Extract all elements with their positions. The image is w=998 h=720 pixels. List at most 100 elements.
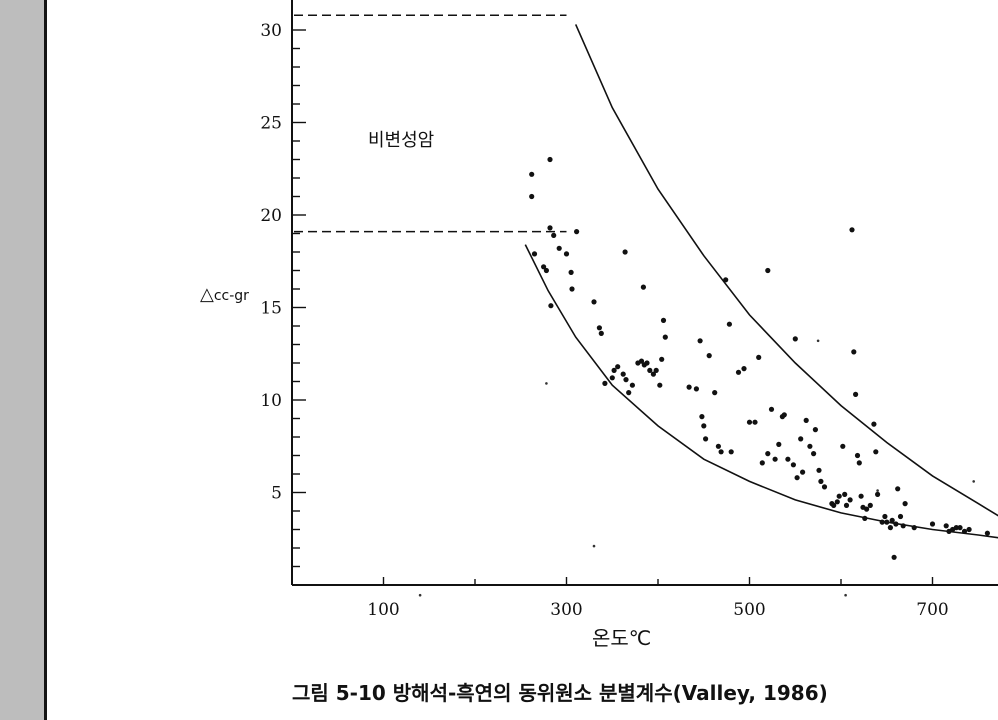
data-point: [842, 491, 848, 497]
data-point: [715, 443, 722, 449]
data-point: [640, 284, 647, 290]
data-point: [882, 513, 888, 520]
x-axis-label: 온도℃: [592, 626, 651, 650]
data-point: [650, 371, 657, 377]
data-point: [889, 517, 895, 523]
stray-mark: [816, 339, 820, 343]
data-point: [834, 499, 840, 505]
data-point: [891, 554, 897, 560]
data-point: [611, 367, 617, 373]
data-point: [781, 412, 787, 418]
data-point: [529, 171, 535, 177]
data-point: [792, 336, 798, 342]
data-point: [858, 493, 864, 499]
data-point: [873, 449, 879, 455]
y-tick-label: 10: [260, 391, 282, 411]
data-point: [929, 521, 936, 527]
data-point: [871, 421, 877, 427]
data-point: [638, 358, 645, 364]
data-point: [864, 506, 870, 512]
data-point: [902, 501, 908, 507]
data-point: [875, 491, 881, 497]
data-point: [900, 523, 906, 529]
data-point: [897, 513, 904, 520]
data-point: [693, 386, 700, 392]
data-point: [569, 286, 575, 292]
data-point: [847, 497, 853, 503]
data-point: [807, 443, 813, 449]
data-point: [836, 493, 842, 499]
data-point: [840, 443, 846, 449]
data-point: [644, 360, 650, 366]
data-point: [943, 523, 949, 529]
data-point: [765, 267, 771, 274]
data-point: [657, 382, 663, 388]
data-point: [765, 451, 771, 457]
stray-mark: [592, 544, 596, 548]
data-point: [596, 325, 603, 331]
y-tick-label: 15: [260, 299, 282, 319]
data-point: [647, 367, 653, 373]
data-point: [563, 251, 570, 257]
data-point: [703, 436, 709, 442]
data-point: [893, 521, 899, 527]
data-point: [776, 441, 782, 447]
data-point: [772, 456, 778, 462]
data-point: [803, 417, 809, 423]
x-tick-label: 700: [916, 600, 948, 620]
data-point: [697, 338, 703, 344]
data-point: [957, 525, 963, 531]
data-point: [966, 526, 972, 533]
lower-boundary-curve: [524, 244, 998, 539]
data-point: [662, 334, 668, 340]
data-point: [548, 303, 554, 309]
data-point: [785, 456, 791, 462]
x-tick-label: 500: [733, 600, 765, 620]
y-tick-label: 5: [271, 484, 282, 504]
data-point: [712, 390, 718, 396]
data-point: [718, 449, 724, 455]
data-point: [812, 427, 819, 433]
data-point: [598, 330, 604, 336]
data-point: [843, 502, 850, 508]
data-point: [531, 251, 538, 257]
stray-mark: [418, 593, 422, 597]
y-tick-label: 20: [260, 206, 282, 226]
left-margin-strip: [0, 0, 44, 720]
data-point: [752, 419, 758, 425]
stray-mark: [545, 382, 548, 385]
data-point: [849, 227, 855, 233]
data-point: [911, 525, 917, 531]
data-point: [706, 353, 712, 359]
data-point: [701, 423, 707, 429]
region-label: 비변성암: [368, 130, 434, 151]
data-point: [629, 382, 636, 388]
data-point: [620, 371, 626, 377]
data-point: [790, 462, 797, 468]
data-point: [879, 519, 885, 525]
data-point: [541, 264, 547, 270]
data-point: [556, 245, 562, 251]
data-point: [831, 502, 837, 508]
data-point: [759, 460, 765, 466]
data-point: [984, 530, 991, 536]
data-point: [699, 414, 705, 420]
data-point: [818, 478, 824, 484]
data-point: [741, 366, 747, 372]
data-point: [622, 249, 628, 255]
data-point: [626, 390, 632, 396]
data-point: [591, 299, 597, 305]
data-point: [816, 467, 822, 473]
data-point: [768, 406, 775, 412]
x-tick-label: 100: [367, 600, 399, 620]
data-point: [543, 267, 550, 274]
data-point: [574, 229, 580, 235]
left-divider-line: [44, 0, 47, 720]
data-point: [547, 225, 553, 231]
y-tick-label: 25: [260, 114, 282, 134]
data-point: [756, 354, 762, 360]
stray-mark: [844, 593, 847, 597]
data-point: [660, 317, 667, 323]
stray-mark: [972, 480, 975, 483]
data-point: [602, 380, 608, 386]
